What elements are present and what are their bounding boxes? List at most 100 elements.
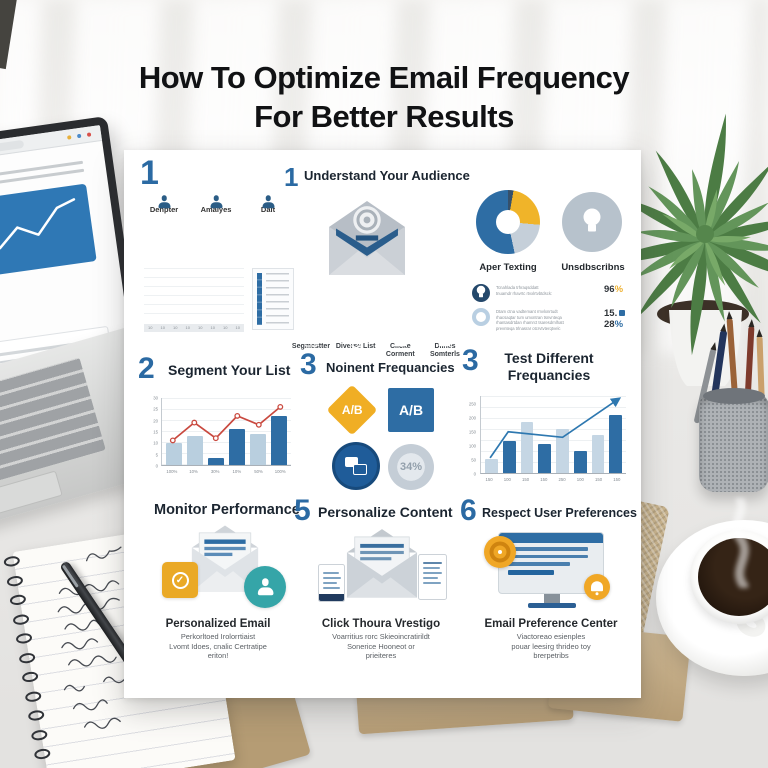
dashboard-chart-card: [0, 183, 97, 282]
audience-trait-icons: Segmestter Diverse List Clicke Corment D…: [290, 332, 466, 359]
x-tick-label: 100%: [274, 469, 286, 474]
personalize-content-cluster: [318, 526, 450, 622]
section6-number: 3: [462, 344, 479, 377]
section2-title: Understand Your Audience: [304, 168, 470, 183]
ab-test-square-icon: A/B: [388, 388, 434, 432]
y-tick-label: 50: [471, 457, 476, 463]
trait-diverse-list: Diverse List: [335, 332, 377, 359]
monitor-header-bar: [499, 533, 603, 543]
check-icon: ✓: [171, 571, 189, 589]
x-tick-label: 150: [540, 477, 548, 482]
laptop-display: [0, 125, 142, 457]
y-tick-label: 30: [153, 395, 158, 401]
x-tick-label: 10: [198, 325, 203, 330]
y-tick-label: 20: [153, 418, 158, 424]
x-tick-label: 50%: [254, 469, 263, 474]
bar: [609, 415, 622, 473]
segment-list-chart: 0 5 10 15 20 25 30 100% 10% 30% 10% 50% 100%: [148, 396, 298, 490]
check-badge-icon: ✓: [162, 562, 198, 598]
y-tick-label: 100: [468, 443, 476, 449]
x-tick-label: 150: [522, 477, 530, 482]
monitor-stand: [544, 594, 560, 604]
eye-badge-icon: [484, 536, 516, 568]
section7-title: Monitor Performance: [154, 502, 300, 518]
coffee-cup: [690, 530, 768, 624]
bar: [520, 422, 534, 473]
lightbulb-glyph: [477, 286, 486, 299]
tablet-icon: [318, 564, 345, 602]
y-tick-label: 0: [473, 471, 476, 477]
section4-number: 2: [138, 352, 155, 385]
bar: [556, 429, 569, 473]
blue-square-icon: [619, 310, 626, 316]
section4-title: Segment Your List: [168, 362, 291, 378]
globe-glyph: [347, 332, 364, 348]
trait-subscribers: Diines Somterls: [424, 340, 466, 359]
coil-icon: [21, 670, 39, 684]
bar: [166, 442, 182, 465]
stat-row-1: Tcnahlada trhraqsddatt tnuamdr rhavrtc r…: [472, 284, 634, 302]
y-tick-label: 10: [153, 440, 158, 446]
subscriber-avatar-icon: [244, 566, 286, 608]
bar: [538, 444, 551, 473]
y-tick-label: 25: [153, 406, 158, 412]
trait-click-comment: Clicke Corment: [379, 340, 421, 359]
section7-caption: Personalized Email Perkorltoed Irolorrti…: [165, 618, 271, 661]
x-tick-label: 250: [558, 477, 566, 482]
coil-icon: [33, 747, 52, 761]
laptop-screen: [0, 116, 151, 466]
content-envelope-icon: [346, 529, 418, 598]
email-report-envelope-icon: [191, 525, 259, 592]
legend-text-lines: [266, 273, 289, 325]
title-line-1: How To Optimize Email Frequency: [138, 60, 630, 95]
infographic-card: 1 Denpter Amalyes Dait 10 10 10 10 10 10 10 10: [124, 150, 641, 698]
bar: [229, 429, 245, 465]
y-tick-label: 150: [468, 429, 476, 435]
ab-test-diamond-icon: A/B: [326, 384, 378, 436]
person-glyph: [394, 333, 407, 346]
section8-number: 5: [294, 494, 311, 527]
x-tick-label: 150: [613, 477, 621, 482]
person-icon: [210, 195, 223, 208]
avatar-analytics: Amalyes: [194, 202, 238, 214]
person-icon: [262, 195, 275, 208]
section2-number: 1: [284, 162, 299, 192]
bar: [502, 441, 516, 473]
browser-dot-icon: [76, 133, 82, 139]
coffee-steam: [732, 498, 750, 588]
section5-title: Noinent Frequancies: [326, 360, 455, 375]
lightbulb-glyph: [583, 209, 601, 234]
bulb-label: Unsdbscribns: [561, 262, 625, 273]
bar: [208, 458, 224, 465]
legend-color-bar: [257, 273, 262, 325]
x-tick-label: 10: [185, 325, 190, 330]
stat-value-1: 96%: [604, 284, 624, 295]
avatar-data: Dait: [246, 202, 290, 214]
bar: [187, 435, 203, 465]
bar: [573, 451, 587, 473]
x-tick-label: 150: [485, 477, 493, 482]
person-icon: [158, 195, 171, 208]
section1-number: 1: [140, 154, 159, 192]
x-tick-label: 30%: [210, 469, 220, 474]
y-tick-label: 5: [155, 452, 158, 458]
person-glyph: [438, 333, 451, 346]
percent-badge: 34%: [388, 444, 434, 490]
audience-avatars: Denpter Amalyes Dait: [142, 202, 290, 214]
coil-icon: [12, 612, 30, 626]
ring-icon: [472, 308, 490, 326]
section6-title: Test Different Frequancies: [504, 350, 594, 383]
y-tick-label: 0: [155, 463, 158, 469]
stat-value-2: 15. 28%: [604, 308, 634, 330]
browser-dot-icon: [86, 132, 92, 137]
pie-label: Aper Texting: [479, 262, 537, 273]
coil-icon: [3, 555, 21, 568]
coil-icon: [24, 690, 42, 703]
dashboard-line-chart: [0, 198, 76, 266]
trait-segments: Segmestter: [290, 333, 332, 359]
section9-title: Respect User Preferences: [482, 506, 637, 520]
y-tick-label: 200: [468, 415, 476, 421]
coil-icon: [6, 574, 24, 587]
section8-title: Personalize Content: [318, 504, 453, 520]
mesh-pencil-cup: [699, 388, 768, 492]
